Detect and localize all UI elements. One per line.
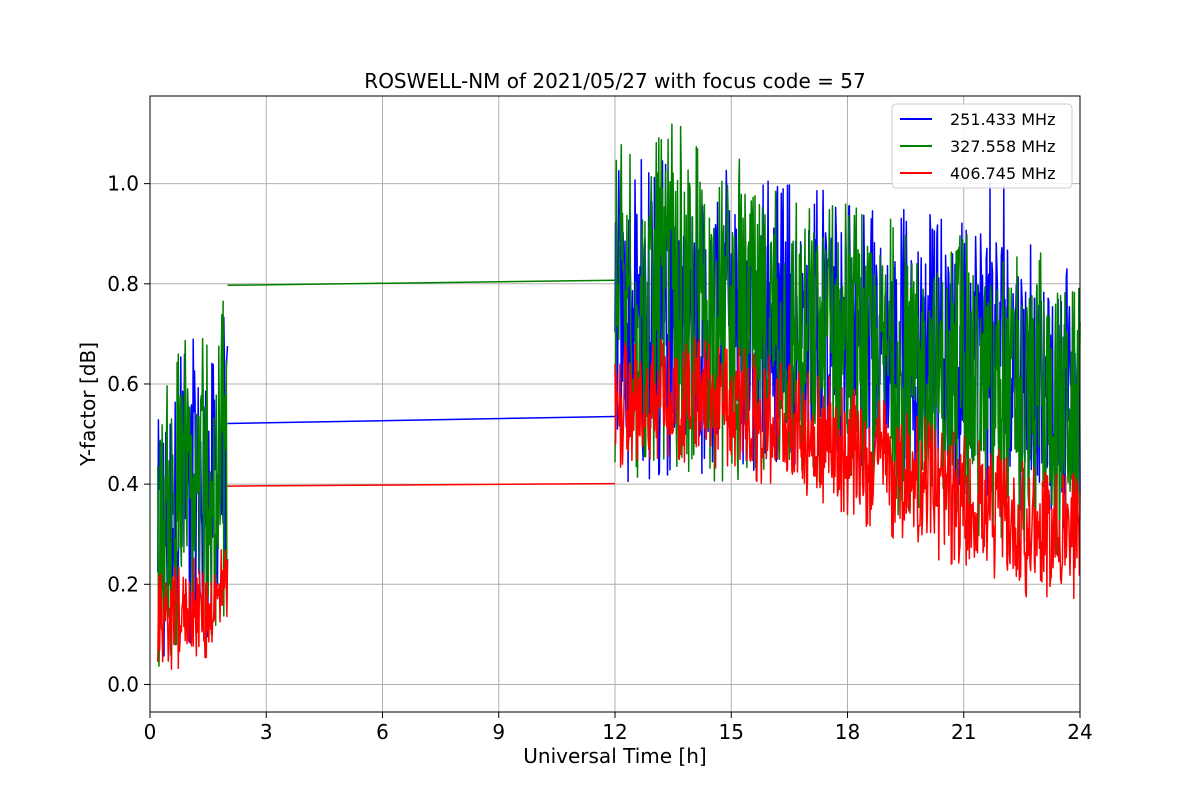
series-line-327-558-mhz	[614, 123, 1081, 555]
y-tick-label: 0.4	[107, 472, 139, 496]
x-tick-label: 12	[602, 720, 627, 744]
y-tick-label: 0.2	[107, 572, 139, 596]
series-line-327-558-mhz	[227, 279, 616, 287]
x-tick-label: 0	[144, 720, 157, 744]
x-ticks: 0 3 6 9 12 15 18 21 24	[144, 712, 1093, 744]
legend-entry-label: 406.745 MHz	[950, 164, 1055, 183]
legend-entry-label: 327.558 MHz	[950, 137, 1055, 156]
x-tick-label: 21	[951, 720, 976, 744]
legend-entry-label: 251.433 MHz	[950, 110, 1055, 129]
legend-box	[891, 103, 1073, 189]
series-line-406-745-mhz	[614, 337, 1081, 600]
legend: 251.433 MHz 327.558 MHz 406.745 MHz	[891, 103, 1073, 189]
y-tick-label: 0.8	[107, 272, 139, 296]
y-ticks: 0.0 0.2 0.4 0.6 0.8 1.0	[107, 172, 150, 696]
x-axis-label: Universal Time [h]	[523, 744, 706, 768]
x-tick-label: 15	[719, 720, 744, 744]
x-tick-label: 24	[1067, 720, 1092, 744]
x-tick-label: 9	[492, 720, 505, 744]
series-406-745-mhz	[157, 337, 1081, 670]
x-tick-label: 3	[260, 720, 273, 744]
plot-lines	[157, 123, 1081, 670]
y-tick-label: 1.0	[107, 172, 139, 196]
y-tick-label: 0.0	[107, 672, 139, 696]
series-line-251-433-mhz	[227, 415, 616, 425]
x-tick-label: 6	[376, 720, 389, 744]
chart-title: ROSWELL-NM of 2021/05/27 with focus code…	[364, 69, 865, 93]
series-line-406-745-mhz	[157, 549, 229, 670]
series-line-406-745-mhz	[227, 482, 616, 487]
x-tick-label: 18	[835, 720, 860, 744]
y-tick-label: 0.6	[107, 372, 139, 396]
y-axis-label: Y-factor [dB]	[76, 342, 100, 467]
